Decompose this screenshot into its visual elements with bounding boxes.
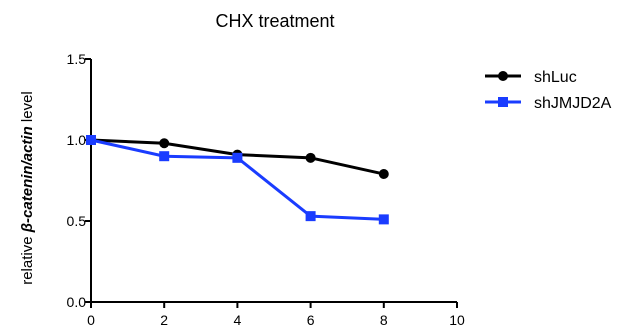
data-point-shJMJD2A [232, 152, 243, 163]
x-tick-label: 6 [307, 312, 315, 328]
legend-label: shLuc [534, 69, 577, 86]
chart-title: CHX treatment [215, 11, 334, 31]
y-axis-label-prefix: relative [19, 232, 36, 285]
axes: 0.0 0.5 1.0 1.5 0 2 4 6 8 10 [67, 51, 465, 328]
data-point-shLuc [305, 152, 316, 163]
data-point-shJMJD2A [305, 211, 316, 222]
x-tick-label: 2 [160, 312, 168, 328]
y-axis-label: relative β-catenin/actin level [19, 91, 36, 285]
x-tick-label: 4 [234, 312, 242, 328]
data-point-shJMJD2A [378, 214, 389, 225]
legend-item-shJMJD2A: shJMJD2A [485, 95, 612, 112]
legend-label: shJMJD2A [534, 95, 612, 112]
y-tick-label: 1.5 [67, 51, 87, 67]
y-axis-label-suffix: level [19, 91, 36, 126]
legend: shLuc shJMJD2A [485, 69, 612, 112]
data-point-shLuc [159, 138, 170, 149]
x-tick-label: 10 [449, 312, 465, 328]
series-shJMJD2A [86, 135, 389, 225]
y-tick-label: 1.0 [67, 132, 87, 148]
legend-marker [498, 71, 508, 81]
legend-item-shLuc: shLuc [485, 69, 577, 86]
series-layer [86, 135, 389, 225]
x-tick-label: 0 [87, 312, 95, 328]
y-tick-label: 0.0 [67, 294, 87, 310]
y-axis-label-emph: β-catenin/actin [19, 126, 36, 233]
data-point-shLuc [378, 169, 389, 180]
x-tick-label: 8 [380, 312, 388, 328]
legend-marker [498, 97, 508, 107]
data-point-shJMJD2A [86, 135, 96, 145]
y-tick-label: 0.5 [67, 213, 87, 229]
data-point-shJMJD2A [159, 151, 170, 162]
